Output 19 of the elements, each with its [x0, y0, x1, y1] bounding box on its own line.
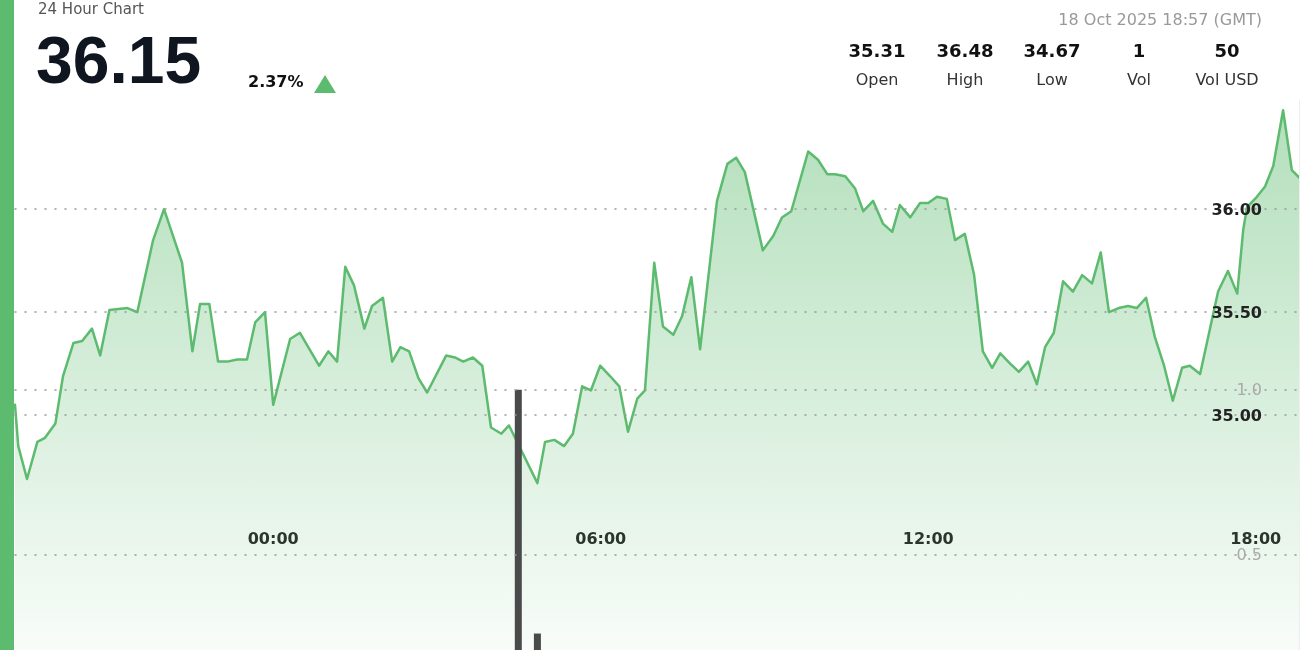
text: Vol USD [1195, 70, 1259, 89]
y2-tick-label: 1.0 [1236, 380, 1262, 400]
text: 34.67 [1023, 40, 1081, 61]
x-tick-label: 06:00 [575, 528, 627, 548]
chart-title: 24 Hour Chart [38, 0, 144, 18]
text: High [946, 70, 984, 89]
x-tick-label: 00:00 [247, 528, 299, 548]
text: 2.37% [248, 72, 304, 91]
text: 50 [1214, 40, 1240, 61]
x-tick-label: 12:00 [902, 528, 954, 548]
text: 36.48 [936, 40, 994, 61]
text: 35.31 [848, 40, 906, 61]
text: Open [855, 70, 899, 89]
text: Vol [1127, 70, 1151, 89]
y-tick-label: 35.00 [1211, 405, 1262, 425]
text: Low [1036, 70, 1068, 89]
text: 18 Oct 2025 18:57 (GMT) [1058, 10, 1262, 29]
text: 36.15 [36, 22, 202, 98]
text: 1 [1132, 40, 1146, 61]
